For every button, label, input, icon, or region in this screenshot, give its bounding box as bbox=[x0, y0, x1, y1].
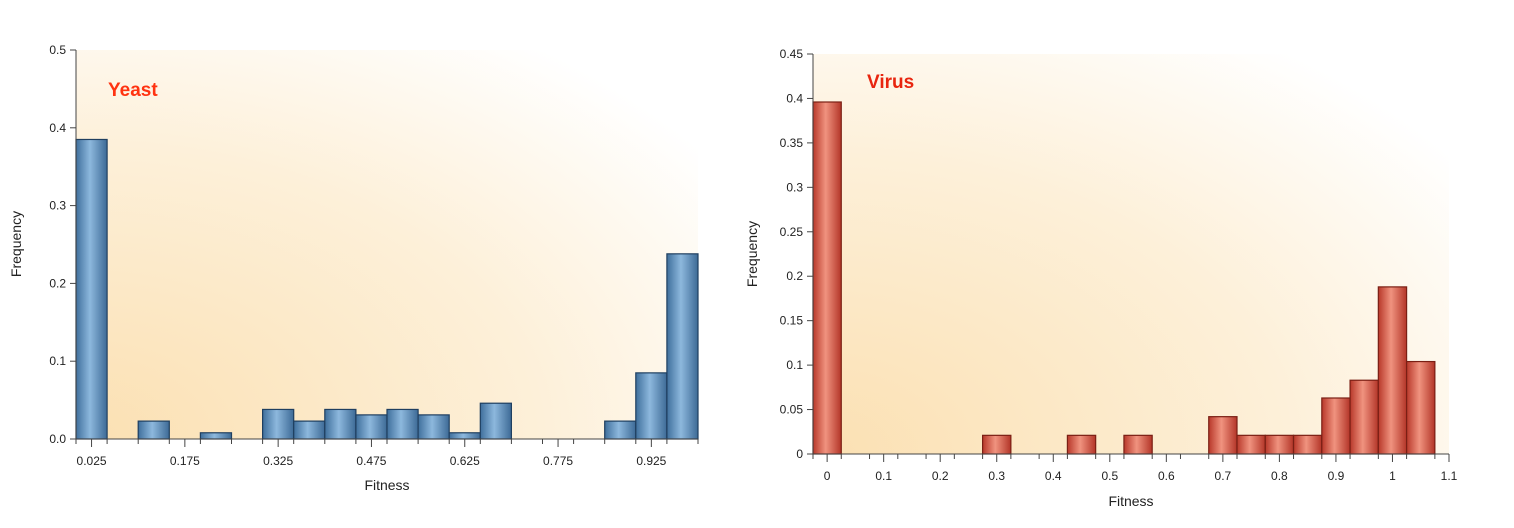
yeast-x-tick-label: 0.475 bbox=[356, 454, 386, 468]
yeast-chart-title: Yeast bbox=[108, 80, 158, 101]
virus-x-tick-label: 0.9 bbox=[1328, 469, 1345, 483]
yeast-y-tick-label: 0.2 bbox=[49, 276, 66, 290]
virus-x-tick-label: 0.6 bbox=[1158, 469, 1175, 483]
yeast-bar bbox=[75, 138, 108, 440]
yeast-plot-background bbox=[76, 50, 698, 439]
virus-bar bbox=[1321, 397, 1351, 455]
yeast-y-axis-title: Frequency bbox=[8, 211, 24, 277]
virus-chart: Virus 00.050.10.150.20.250.30.350.40.450… bbox=[744, 47, 1458, 509]
virus-bar bbox=[1292, 434, 1323, 455]
virus-x-tick-label: 0 bbox=[824, 469, 831, 483]
virus-y-tick-label: 0.25 bbox=[780, 225, 804, 239]
virus-bar bbox=[1349, 379, 1379, 455]
yeast-bar bbox=[137, 420, 170, 440]
virus-plot-background bbox=[813, 54, 1449, 454]
virus-y-tick-label: 0.35 bbox=[780, 136, 804, 150]
virus-bar bbox=[1377, 286, 1408, 455]
yeast-bar bbox=[635, 372, 668, 440]
virus-chart-title: Virus bbox=[867, 72, 914, 93]
virus-bar bbox=[1264, 434, 1295, 455]
virus-y-axis-title: Frequency bbox=[744, 221, 760, 287]
virus-y-tick-label: 0.4 bbox=[786, 91, 803, 105]
yeast-bar bbox=[199, 432, 233, 440]
yeast-x-tick-label: 0.925 bbox=[636, 454, 666, 468]
yeast-y-tick-label: 0.5 bbox=[49, 43, 66, 57]
yeast-bar bbox=[604, 420, 637, 440]
virus-y-tick-label: 0.2 bbox=[786, 269, 803, 283]
virus-bar bbox=[1405, 360, 1436, 455]
yeast-x-tick-label: 0.325 bbox=[263, 454, 293, 468]
virus-bar bbox=[1123, 434, 1153, 455]
yeast-x-tick-label: 0.175 bbox=[170, 454, 200, 468]
yeast-bar bbox=[355, 414, 388, 440]
virus-y-tick-label: 0 bbox=[796, 447, 803, 461]
yeast-y-tick-label: 0.0 bbox=[49, 432, 66, 446]
yeast-axes: 0.0 0.1 0.2 0.3 0.4 0.5 0.025 0.175 0.325 0.475 0.… bbox=[49, 43, 699, 468]
yeast-x-tick-label: 0.025 bbox=[77, 454, 107, 468]
yeast-x-tick-label: 0.625 bbox=[450, 454, 480, 468]
yeast-bar bbox=[417, 414, 450, 440]
virus-x-axis-title: Fitness bbox=[1108, 493, 1153, 509]
virus-y-tick-label: 0.45 bbox=[780, 47, 804, 61]
virus-x-tick-label: 0.1 bbox=[875, 469, 892, 483]
yeast-chart: Yeast 0.00.10.20.30.40.50.025 0.175 0.325 0… bbox=[8, 43, 699, 493]
yeast-x-tick-label: 0.775 bbox=[543, 454, 573, 468]
virus-x-tick-label: 0.2 bbox=[932, 469, 949, 483]
yeast-bars bbox=[75, 138, 699, 440]
yeast-bar bbox=[324, 408, 357, 440]
virus-bar bbox=[1208, 416, 1238, 455]
yeast-y-tick-label: 0.4 bbox=[49, 121, 66, 135]
virus-x-tick-label: 0.5 bbox=[1101, 469, 1118, 483]
yeast-bar bbox=[479, 402, 512, 440]
yeast-bar bbox=[262, 408, 295, 440]
virus-axes: 0 0.05 0.1 0.15 0.2 0.25 0.3 0.35 0.4 0.45 0 0.1 0.2… bbox=[780, 47, 1458, 483]
virus-y-tick-label: 0.1 bbox=[786, 358, 803, 372]
yeast-y-tick-label: 0.1 bbox=[49, 354, 66, 368]
yeast-bar bbox=[386, 408, 419, 440]
virus-x-tick-label: 0.7 bbox=[1215, 469, 1232, 483]
virus-bar bbox=[981, 434, 1012, 455]
yeast-x-axis-title: Fitness bbox=[364, 477, 409, 493]
virus-bars bbox=[812, 101, 1436, 455]
virus-x-tick-label: 1.1 bbox=[1441, 469, 1458, 483]
virus-x-tick-label: 0.4 bbox=[1045, 469, 1062, 483]
virus-bar bbox=[1236, 434, 1266, 455]
virus-x-tick-label: 1 bbox=[1389, 469, 1396, 483]
virus-y-tick-label: 0.15 bbox=[780, 314, 804, 328]
virus-x-tick-label: 0.8 bbox=[1271, 469, 1288, 483]
virus-bar bbox=[812, 101, 842, 455]
virus-y-tick-label: 0.3 bbox=[786, 180, 803, 194]
virus-x-tick-label: 0.3 bbox=[988, 469, 1005, 483]
yeast-bar bbox=[293, 420, 326, 440]
virus-y-tick-label: 0.05 bbox=[780, 403, 804, 417]
yeast-bar bbox=[448, 432, 481, 440]
yeast-y-tick-label: 0.3 bbox=[49, 199, 66, 213]
virus-bar bbox=[1066, 434, 1097, 455]
yeast-bar bbox=[666, 253, 699, 440]
